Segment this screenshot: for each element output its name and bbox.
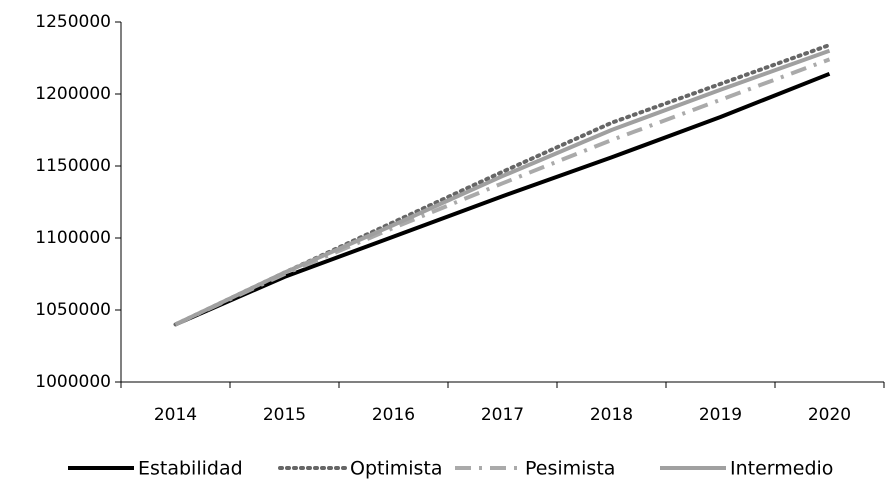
x-tick-label: 2019 xyxy=(699,405,742,425)
y-tick-label: 1150000 xyxy=(35,156,111,176)
x-tick-label: 2018 xyxy=(590,405,633,425)
y-tick-label: 1000000 xyxy=(35,372,111,392)
x-tick-label: 2014 xyxy=(154,405,197,425)
legend-label: Optimista xyxy=(350,458,443,480)
y-tick-label: 1200000 xyxy=(35,84,111,104)
series-line xyxy=(174,71,831,327)
x-tick-label: 2016 xyxy=(372,405,415,425)
x-tick-label: 2017 xyxy=(481,405,524,425)
series-line xyxy=(174,48,831,327)
series-line xyxy=(174,57,831,327)
legend-label: Intermedio xyxy=(730,458,833,480)
x-tick-label: 2015 xyxy=(263,405,306,425)
x-tick-label: 2020 xyxy=(808,405,851,425)
legend-label: Estabilidad xyxy=(138,458,243,480)
y-tick-label: 1100000 xyxy=(35,228,111,248)
legend-label: Pesimista xyxy=(525,458,615,480)
y-tick-label: 1050000 xyxy=(35,300,111,320)
y-tick-label: 1250000 xyxy=(35,12,111,32)
